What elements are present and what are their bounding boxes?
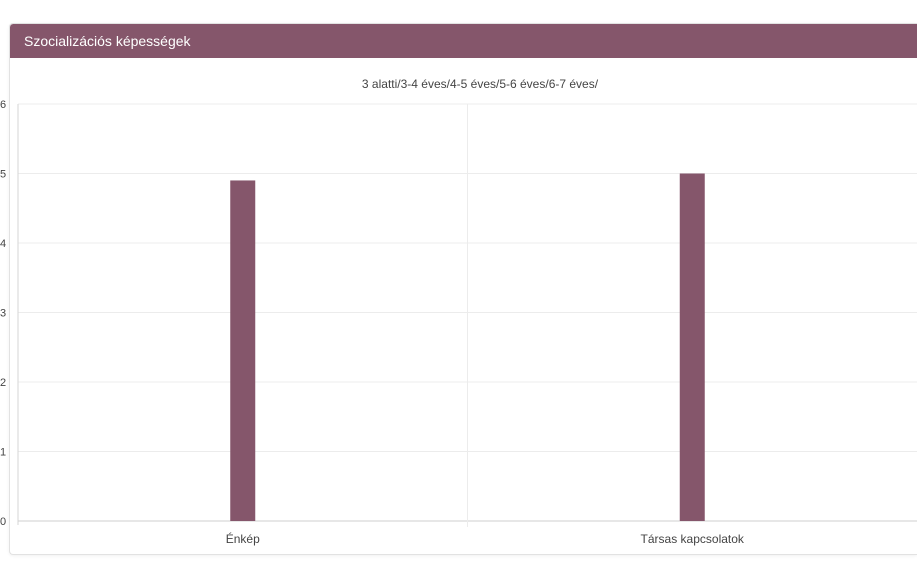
y-tick-label: 6 bbox=[0, 99, 6, 111]
y-tick-label: 5 bbox=[0, 169, 6, 181]
y-tick-label: 3 bbox=[0, 308, 6, 320]
x-tick-label: Énkép bbox=[226, 531, 260, 546]
panel-header: Szocializációs képességek bbox=[10, 24, 917, 58]
bar[interactable] bbox=[679, 173, 705, 522]
x-tick-label: Társas kapcsolatok bbox=[641, 532, 745, 546]
panel-title: Szocializációs képességek bbox=[24, 33, 191, 49]
x-axis-ticks: Énkép Társas kapcsolatok bbox=[226, 531, 745, 546]
y-tick-label: 1 bbox=[0, 447, 6, 459]
y-tick-label: 4 bbox=[0, 238, 6, 250]
chart-panel: Szocializációs képességek bbox=[9, 23, 917, 555]
y-tick-label: 2 bbox=[0, 377, 6, 389]
bars bbox=[230, 173, 705, 522]
grid-lines bbox=[17, 103, 917, 527]
bar[interactable] bbox=[230, 180, 256, 521]
chart-title: 3 alatti/3-4 éves/4-5 éves/5-6 éves/6-7 … bbox=[362, 77, 599, 91]
y-axis-ticks: 0 1 2 3 4 5 6 bbox=[0, 99, 6, 528]
y-tick-label: 0 bbox=[0, 516, 6, 528]
